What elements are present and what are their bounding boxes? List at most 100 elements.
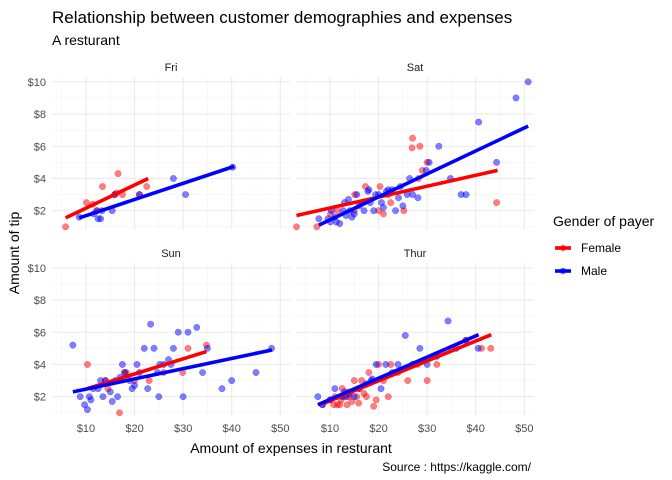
data-point-male (395, 194, 402, 202)
data-point-female (370, 402, 378, 410)
data-point-male (360, 207, 368, 215)
x-tick-label: $20 (125, 423, 143, 435)
data-point-male (147, 320, 155, 328)
facet-panel-sat: Sat (293, 62, 534, 231)
data-point-male (108, 398, 116, 405)
legend-label: Female (581, 241, 621, 255)
data-point-female (408, 144, 416, 152)
data-point-male (97, 215, 105, 223)
data-point-male (314, 393, 322, 401)
data-point-male (331, 385, 339, 393)
facet-panel-fri: Fri $2 $4 $6 $8 $10 (28, 62, 290, 231)
data-point-male (184, 328, 192, 336)
data-point-female (493, 199, 501, 207)
legend-entry-male: Male (555, 264, 607, 278)
data-point-male (84, 406, 91, 414)
y-axis-title: Amount of tip (6, 212, 22, 295)
data-point-male (193, 323, 201, 331)
data-point-female (404, 377, 412, 385)
trend-line-female (64, 176, 149, 220)
data-point-male (512, 94, 520, 102)
chart-subtitle: A resturant (52, 32, 120, 48)
legend-entry-female: Female (555, 241, 621, 255)
data-point-female (350, 377, 358, 385)
data-point-male (199, 369, 207, 376)
data-point-male (493, 158, 501, 166)
data-point-male (150, 344, 158, 352)
chart-title: Relationship between customer demographi… (52, 8, 512, 27)
facet-strip-label: Sat (407, 62, 424, 74)
data-point-male (81, 401, 88, 409)
data-point-female (409, 134, 417, 142)
trend-line-male (318, 124, 529, 227)
x-tick-label: $30 (418, 423, 436, 435)
facet-panel-sun: Sun $2 $4 $6 $8 $10 $10 $20 $30 $40 $50 (28, 248, 290, 435)
data-point-female (84, 361, 91, 368)
data-point-male (218, 385, 226, 393)
data-point-female (116, 409, 123, 417)
facet-strip-label: Sun (161, 248, 181, 260)
facet-panels: Fri $2 $4 $6 $8 $10 Sat Sun $2 $4 $6 $8 $10 $10 $20 $30… (28, 62, 534, 435)
y-tick-label: $10 (28, 77, 46, 89)
data-point-male (155, 393, 163, 401)
data-point-male (118, 361, 126, 368)
data-point-male (409, 191, 417, 199)
data-point-male (414, 194, 422, 202)
data-point-male (475, 118, 483, 126)
trend-line-female (296, 168, 498, 218)
data-point-male (350, 393, 358, 401)
y-tick-label: $6 (34, 141, 46, 153)
y-tick-label: $10 (28, 263, 46, 275)
x-tick-label: $50 (271, 423, 289, 435)
chart-caption: Source : https://kaggle.com/ (382, 460, 531, 474)
trend-line-male (72, 348, 273, 394)
data-point-female (362, 393, 370, 401)
legend-label: Male (581, 264, 607, 278)
y-tick-label: $2 (34, 392, 46, 404)
data-point-male (365, 186, 373, 194)
data-point-female (423, 377, 431, 385)
data-point-male (524, 78, 532, 86)
data-point-female (365, 369, 373, 376)
data-point-male (372, 361, 380, 368)
data-point-male (370, 207, 378, 215)
legend-key-point (559, 244, 567, 252)
data-point-female (487, 344, 495, 352)
legend-key-point (559, 267, 567, 275)
data-point-male (382, 361, 390, 368)
data-point-female (145, 377, 153, 385)
data-point-male (179, 393, 187, 401)
data-point-female (62, 223, 70, 231)
x-axis-title: Amount of expenses in resturant (190, 440, 392, 456)
y-tick-label: $8 (34, 109, 46, 121)
data-point-male (228, 377, 236, 385)
data-point-female (83, 199, 90, 207)
x-tick-label: $10 (321, 423, 339, 435)
y-tick-label: $4 (34, 173, 46, 185)
data-point-male (379, 204, 387, 211)
y-tick-label: $8 (34, 295, 46, 307)
data-point-male (350, 210, 358, 218)
x-tick-label: $20 (369, 423, 387, 435)
data-point-female (293, 223, 300, 231)
data-point-male (87, 396, 95, 404)
data-point-female (343, 401, 351, 409)
trend-line-male (78, 164, 235, 220)
data-point-female (313, 223, 321, 231)
data-point-female (387, 199, 395, 207)
x-tick-label: $40 (467, 423, 485, 435)
data-point-male (169, 175, 177, 182)
data-point-female (143, 183, 151, 190)
data-point-male (435, 142, 443, 150)
data-point-male (392, 207, 400, 215)
trend-line-male (317, 333, 480, 407)
data-point-male (462, 191, 470, 199)
data-point-male (416, 344, 424, 352)
data-point-male (69, 341, 77, 349)
facet-strip-label: Thur (404, 248, 427, 260)
data-point-male (394, 361, 402, 368)
data-point-female (433, 361, 441, 368)
data-point-male (425, 158, 433, 166)
data-point-male (401, 332, 409, 339)
